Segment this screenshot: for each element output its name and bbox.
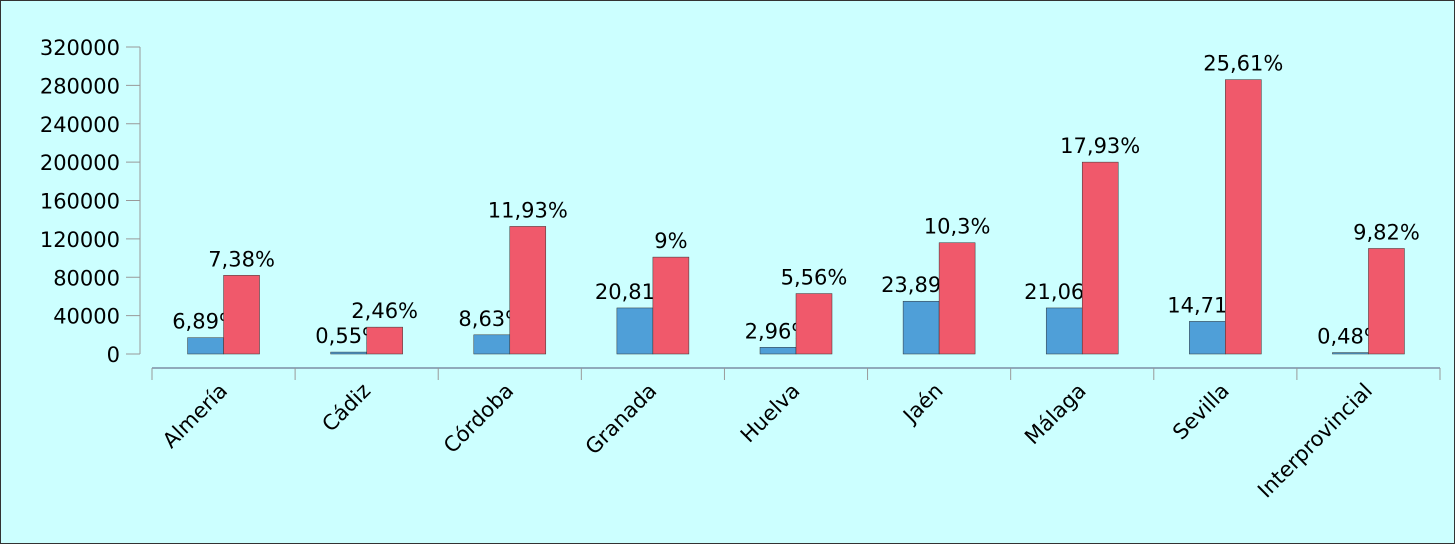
- bar: [473, 334, 511, 355]
- y-tick-label: 40000: [53, 305, 120, 329]
- bar: [1189, 321, 1226, 355]
- bar: [795, 293, 833, 355]
- data-label: 9%: [654, 229, 687, 253]
- y-tick-label: 120000: [40, 228, 120, 252]
- bar: [1045, 307, 1083, 355]
- bar: [1332, 352, 1369, 355]
- data-label: 5,56%: [781, 266, 848, 290]
- y-tick-label: 240000: [40, 113, 120, 137]
- y-tick-label: 200000: [40, 151, 120, 175]
- bar: [1225, 79, 1262, 355]
- y-tick-label: 160000: [40, 190, 120, 214]
- bar: [1081, 161, 1119, 355]
- y-tick-label: 0: [107, 343, 120, 367]
- bar: [187, 337, 224, 355]
- data-label: 11,93%: [488, 198, 568, 222]
- data-label: 25,61%: [1203, 52, 1283, 76]
- data-label: 17,93%: [1060, 134, 1140, 158]
- bar: [366, 326, 403, 355]
- bar: [330, 351, 367, 355]
- bar: [616, 307, 654, 355]
- data-label: 7,38%: [208, 247, 275, 271]
- y-tick-label: 320000: [40, 36, 120, 60]
- bar: [759, 347, 797, 355]
- bar: [509, 226, 547, 355]
- bar: [938, 242, 976, 355]
- bar: [223, 275, 260, 355]
- bar: [652, 256, 690, 355]
- y-tick-label: 80000: [53, 266, 120, 290]
- data-label: 10,3%: [924, 215, 991, 239]
- data-label: 9,82%: [1353, 220, 1420, 244]
- y-tick-label: 280000: [40, 74, 120, 98]
- data-label: 2,46%: [351, 299, 418, 323]
- bar: [902, 300, 940, 355]
- bar: [1368, 248, 1405, 355]
